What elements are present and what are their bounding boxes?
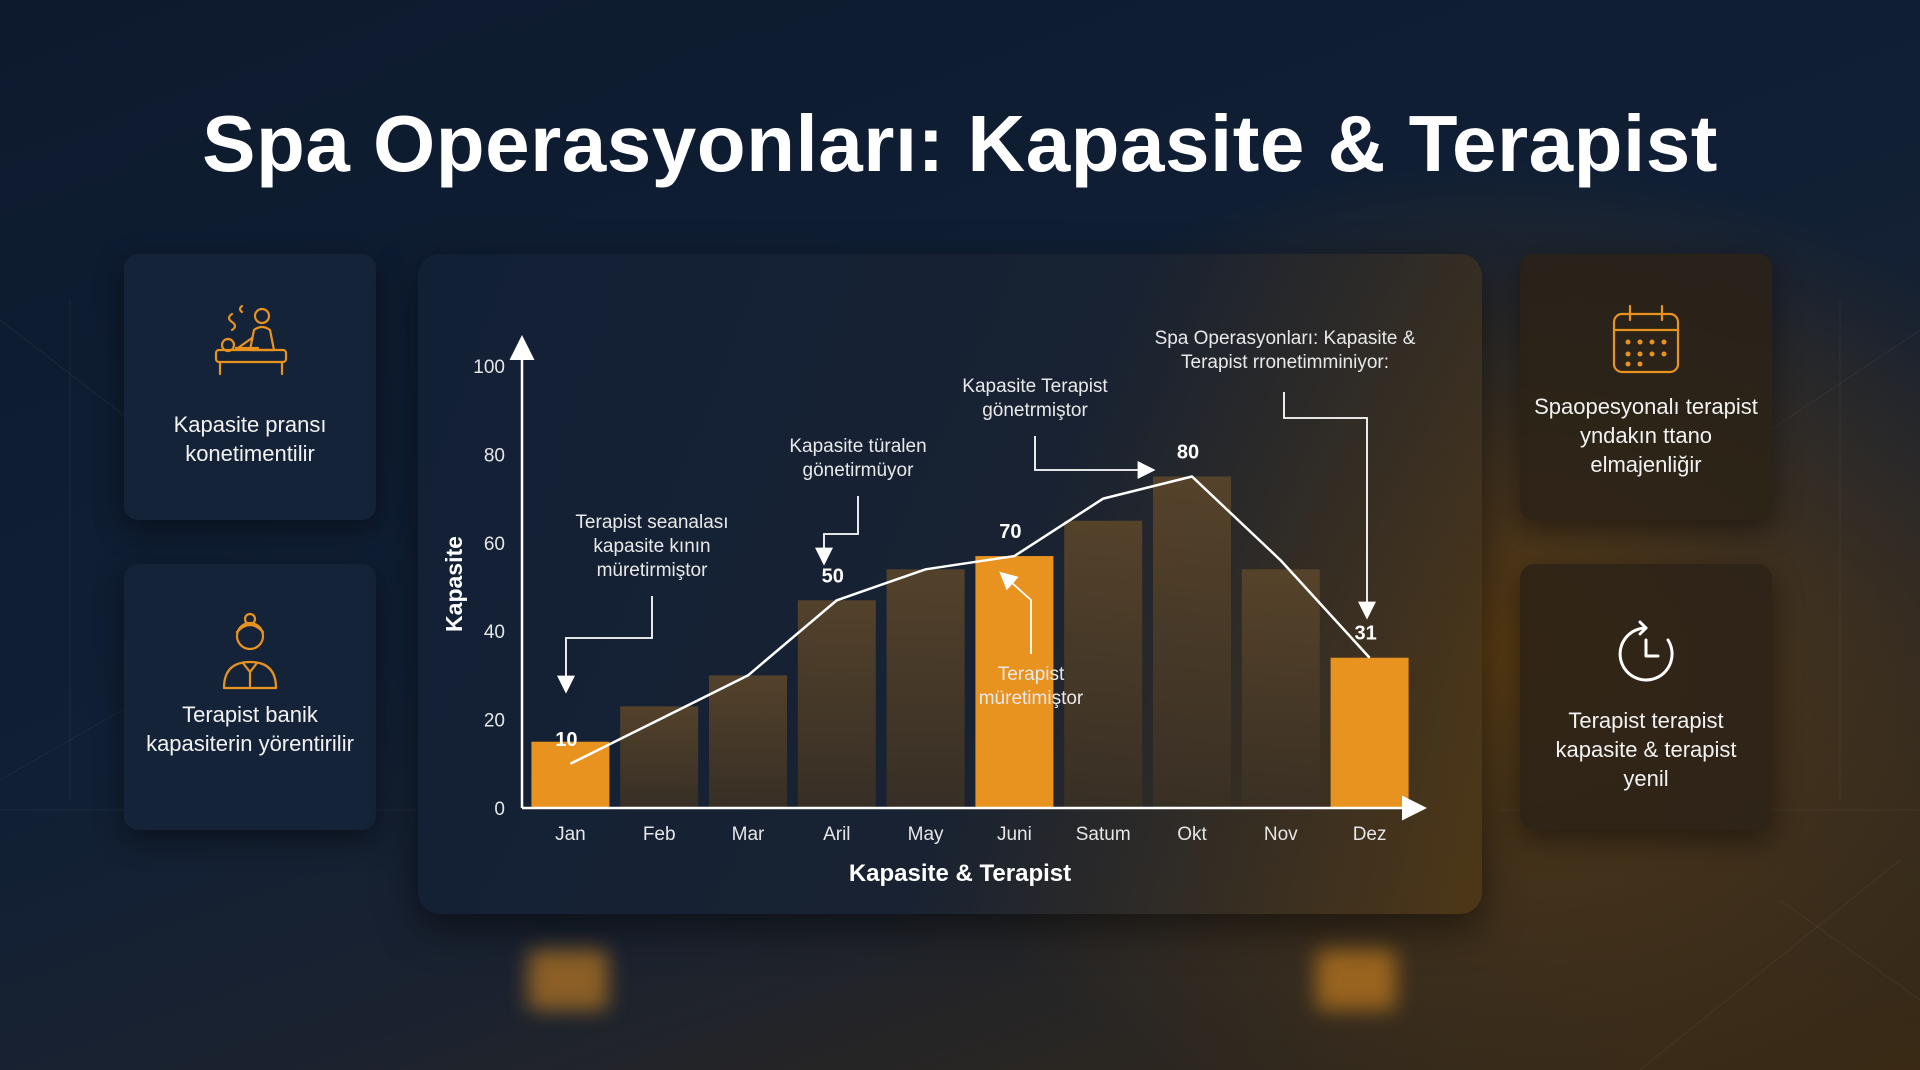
clock-refresh-icon — [1618, 620, 1674, 682]
card-label: Terapist banik kapasiterin yörentirilir — [146, 702, 354, 756]
card-label: Spaopesyonalı terapist yndakın ttano elm… — [1534, 394, 1758, 477]
bar-reflection — [528, 950, 608, 1010]
card-schedule: Spaopesyonalı terapist yndakın ttano elm… — [1520, 254, 1772, 520]
bar-may — [886, 569, 965, 808]
annotation-text: gönetirmüyor — [803, 460, 915, 481]
x-tick-label: Okt — [1177, 824, 1207, 845]
data-label: 50 — [822, 565, 844, 587]
card-capacity-planning: Kapasite pransı konetimentilir — [124, 254, 376, 520]
y-tick-label: 40 — [484, 622, 505, 643]
calendar-icon — [1612, 304, 1680, 374]
annotation-arrow — [557, 596, 653, 694]
bar-satum — [1064, 520, 1143, 808]
bar-jan — [531, 741, 610, 808]
bar-feb — [620, 706, 699, 808]
x-tick-label: Aril — [823, 824, 850, 845]
bar-reflection — [1316, 950, 1396, 1010]
data-label: 80 — [1177, 442, 1199, 464]
annotation-text: Terapist rronetimminiyor: — [1181, 352, 1389, 373]
y-tick-label: 20 — [484, 711, 505, 732]
data-label: 10 — [555, 729, 577, 751]
bar-mar — [709, 675, 787, 808]
card-therapist-capacity: Terapist banik kapasiterin yörentirilir — [124, 564, 376, 830]
x-tick-label: May — [908, 824, 944, 845]
annotation-arrow — [1034, 436, 1156, 479]
annotation-arrow — [999, 571, 1032, 654]
y-tick-label: 60 — [484, 534, 505, 555]
x-tick-label: Satum — [1076, 824, 1131, 845]
bar-okt — [1153, 476, 1231, 808]
card-label: Terapist terapist kapasite & terapist ye… — [1555, 708, 1737, 791]
annotation-text: gönetrmiştor — [982, 400, 1088, 421]
card-label: Kapasite pransı konetimentilir — [173, 412, 327, 466]
bar-juni — [975, 556, 1054, 808]
annotation-text: kapasite kının — [593, 536, 710, 557]
bar-dez — [1330, 657, 1409, 808]
annotation-arrow — [1283, 392, 1376, 620]
annotation-text: Terapist — [998, 664, 1065, 685]
y-tick-label: 80 — [484, 445, 505, 466]
x-tick-label: Juni — [997, 824, 1032, 845]
card-therapist-renew: Terapist terapist kapasite & terapist ye… — [1520, 564, 1772, 830]
annotation-text: Kapasite Terapist — [962, 376, 1108, 397]
y-tick-label: 0 — [494, 799, 505, 820]
bar-nov — [1241, 569, 1320, 808]
x-tick-label: Jan — [555, 824, 586, 845]
y-axis-label: Kapasite — [441, 536, 467, 632]
therapist-icon — [222, 612, 278, 690]
data-label: 70 — [999, 521, 1021, 543]
x-tick-label: Mar — [732, 824, 765, 845]
x-axis-label: Kapasite & Terapist — [849, 860, 1071, 887]
annotation-text: Kapasite türalen — [789, 436, 926, 457]
annotation-text: Spa Operasyonları: Kapasite & — [1155, 328, 1416, 349]
page-title: Spa Operasyonları: Kapasite & Terapist — [202, 99, 1718, 188]
x-tick-label: Feb — [643, 824, 676, 845]
y-tick-label: 100 — [473, 357, 505, 378]
trend-line — [569, 475, 1371, 765]
x-tick-label: Nov — [1264, 824, 1298, 845]
massage-icon — [214, 304, 288, 376]
annotation-text: müretimiştor — [979, 688, 1084, 709]
annotation-arrow — [815, 496, 859, 566]
annotation-text: Terapist seanalası — [575, 512, 728, 533]
x-tick-label: Dez — [1353, 824, 1387, 845]
annotation-text: müretirmiştor — [597, 560, 709, 581]
bar-aril — [797, 600, 876, 808]
data-label: 31 — [1354, 623, 1376, 645]
